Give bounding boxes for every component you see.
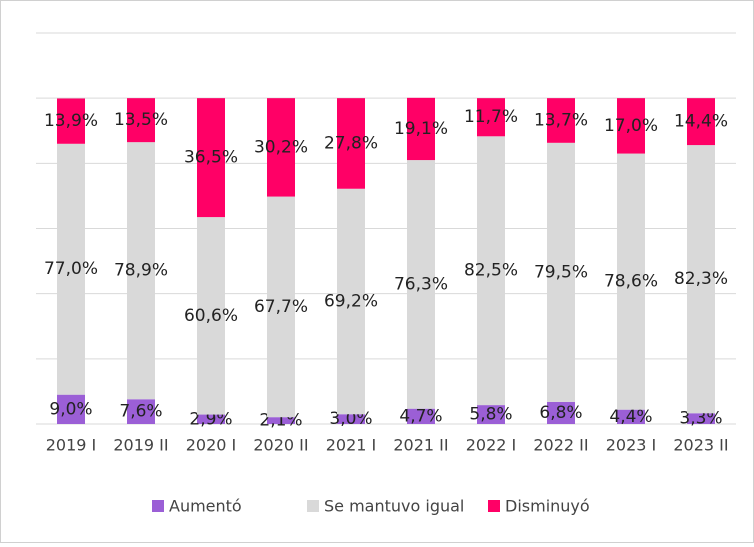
legend-label: Se mantuvo igual	[324, 497, 464, 516]
data-label: 79,5%	[534, 262, 588, 282]
data-label: 3,3%	[679, 409, 722, 429]
data-label: 13,5%	[114, 110, 168, 130]
x-tick-label: 2020 II	[253, 436, 308, 455]
bar-segment	[267, 417, 295, 424]
bar-segment	[197, 414, 225, 424]
data-label: 6,8%	[539, 403, 582, 423]
bar-segment	[547, 142, 575, 402]
x-tick-label: 2019 II	[113, 436, 168, 455]
x-tick-label: 2020 I	[186, 436, 237, 455]
bar-segment	[57, 98, 85, 144]
bar-segment	[337, 98, 365, 189]
data-label: 9,0%	[49, 399, 92, 419]
bar-segment	[407, 97, 435, 161]
data-label: 4,4%	[609, 407, 652, 427]
bar-segment	[547, 401, 575, 424]
bar-segment	[197, 98, 225, 218]
bar-segment	[267, 98, 295, 197]
data-label: 60,6%	[184, 306, 238, 326]
legend-swatch	[152, 500, 164, 512]
data-label: 17,0%	[604, 116, 658, 136]
bar-segment	[617, 409, 645, 424]
x-tick-label: 2019 I	[46, 436, 97, 455]
data-label: 78,9%	[114, 261, 168, 281]
data-label: 67,7%	[254, 297, 308, 317]
bar-segment	[337, 414, 365, 424]
bar-segment	[617, 153, 645, 410]
bar-segment	[267, 196, 295, 418]
bar-segment	[407, 160, 435, 409]
x-tick-label: 2021 II	[393, 436, 448, 455]
x-tick-label: 2021 I	[326, 436, 377, 455]
data-label: 30,2%	[254, 137, 308, 157]
bar-segment	[337, 188, 365, 415]
bar-segment	[127, 98, 155, 143]
data-label: 5,8%	[469, 405, 512, 425]
bar-segment	[477, 405, 505, 424]
bar-segment	[477, 136, 505, 406]
bar-segment	[57, 143, 85, 395]
bar-segment	[127, 399, 155, 424]
data-label: 13,7%	[534, 110, 588, 130]
bar-segment	[477, 98, 505, 137]
x-tick-label: 2023 I	[606, 436, 657, 455]
x-tick-label: 2022 II	[533, 436, 588, 455]
data-label: 27,8%	[324, 133, 378, 153]
x-tick-label: 2023 II	[673, 436, 728, 455]
bar-segment	[407, 408, 435, 424]
bar-segment	[617, 98, 645, 154]
data-label: 14,4%	[674, 112, 728, 132]
bar-segment	[57, 394, 85, 424]
data-label: 36,5%	[184, 148, 238, 168]
data-label: 76,3%	[394, 274, 448, 294]
bar-segment	[687, 413, 715, 424]
data-label: 78,6%	[604, 272, 658, 292]
data-label: 13,9%	[44, 111, 98, 131]
x-tick-label: 2022 I	[466, 436, 517, 455]
data-label: 82,5%	[464, 261, 518, 281]
bar-segment	[127, 142, 155, 400]
legend-label: Disminuyó	[505, 497, 590, 516]
bar-segment	[547, 98, 575, 143]
data-label: 19,1%	[394, 119, 448, 139]
bar-segment	[197, 217, 225, 415]
legend-swatch	[488, 500, 500, 512]
bar-segment	[687, 145, 715, 414]
legend-label: Aumentó	[169, 497, 242, 516]
data-label: 77,0%	[44, 259, 98, 279]
data-label: 82,3%	[674, 269, 728, 289]
data-label: 69,2%	[324, 291, 378, 311]
data-label: 7,6%	[119, 402, 162, 422]
data-label: 4,7%	[399, 406, 442, 426]
legend-swatch	[307, 500, 319, 512]
bar-segment	[687, 98, 715, 146]
data-label: 11,7%	[464, 107, 518, 127]
